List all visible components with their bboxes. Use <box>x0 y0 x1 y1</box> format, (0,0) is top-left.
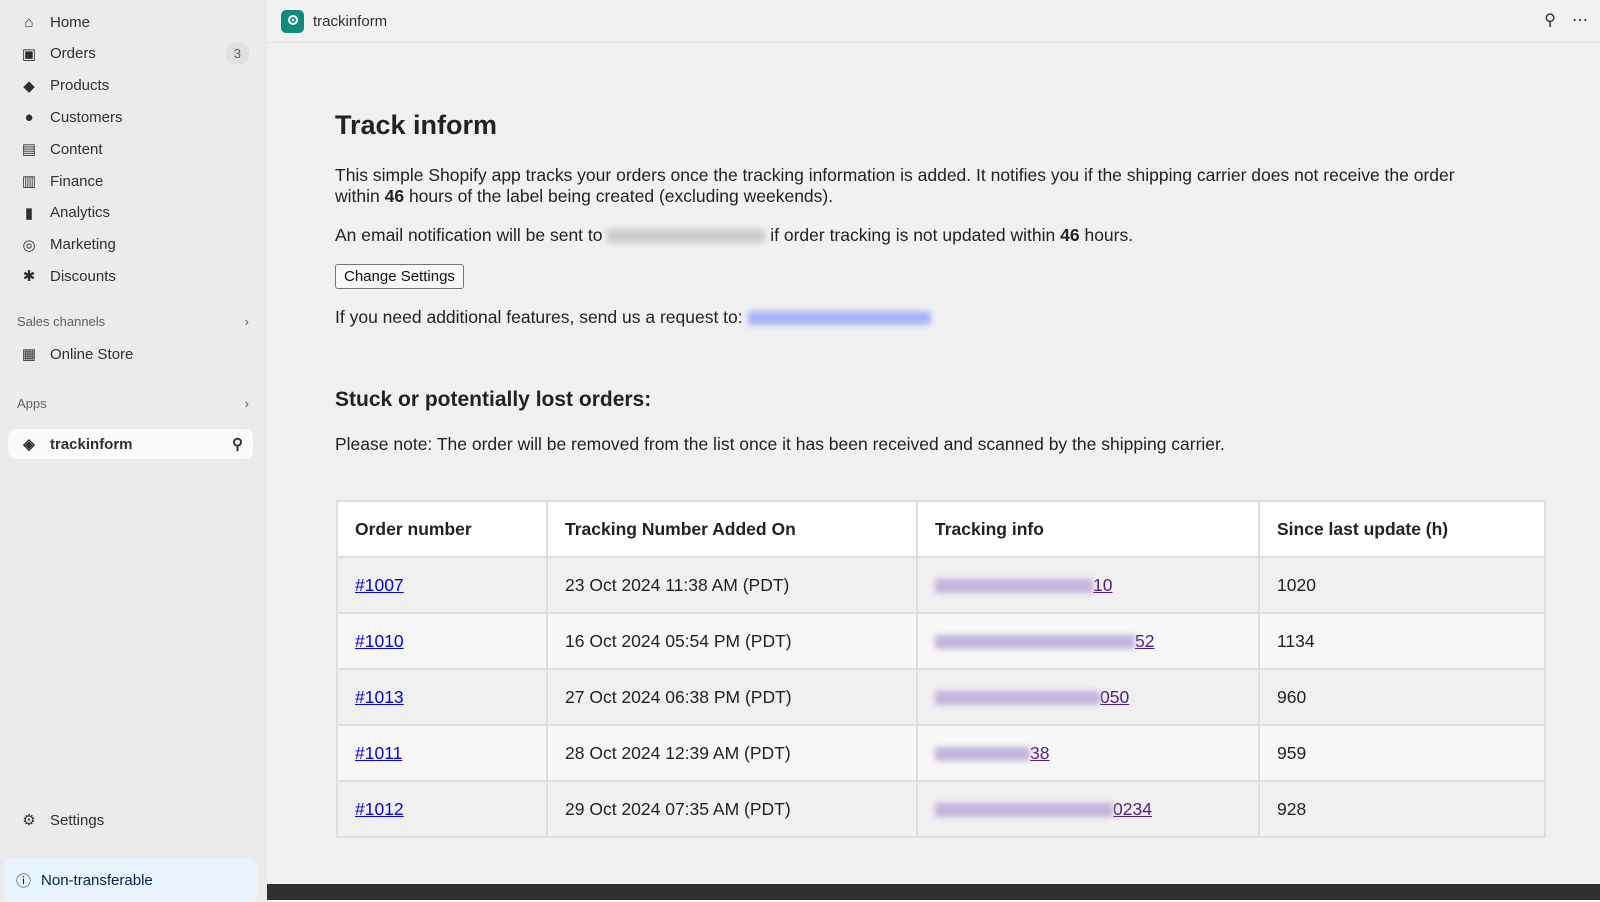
table-row: #1010 16 Oct 2024 05:54 PM (PDT) 52 1134 <box>336 612 1546 670</box>
order-link[interactable]: #1007 <box>355 574 404 595</box>
stuck-orders-title: Stuck or potentially lost orders: <box>335 388 652 411</box>
tracking-link[interactable]: 10 <box>935 575 1112 595</box>
column-header: Order number <box>336 500 548 558</box>
redacted-support-email-link[interactable] <box>747 311 931 326</box>
sidebar-item-online-store[interactable]: ▦ Online Store <box>21 345 134 364</box>
order-link[interactable]: #1011 <box>355 742 403 763</box>
tracking-link[interactable]: 52 <box>935 631 1154 651</box>
image-icon: ▤ <box>21 141 37 159</box>
column-header: Tracking Number Added On <box>546 500 918 558</box>
app-icon: ◈ <box>23 436 35 453</box>
home-icon: ⌂ <box>24 13 34 31</box>
sidebar-item-orders[interactable]: ▣ Orders 3 <box>8 39 253 69</box>
sidebar-item-analytics[interactable]: ▮ Analytics <box>8 198 253 228</box>
pin-icon[interactable]: ⚲ <box>1544 12 1556 29</box>
sidebar-item-customers[interactable]: ● Customers <box>8 102 253 132</box>
tag-icon: ◆ <box>23 77 35 95</box>
redacted-tracking-number <box>935 634 1135 649</box>
redacted-tracking-number <box>935 746 1030 761</box>
intro-text: This simple Shopify app tracks your orde… <box>335 165 1455 185</box>
added-on: 27 Oct 2024 06:38 PM (PDT) <box>546 668 918 726</box>
info-icon: ⓘ <box>16 872 32 890</box>
sidebar-item-finance[interactable]: ▥ Finance <box>21 172 104 191</box>
order-link[interactable]: #1012 <box>355 798 404 819</box>
added-on: 28 Oct 2024 12:39 AM (PDT) <box>546 724 918 782</box>
bar-chart-icon: ▮ <box>24 204 34 222</box>
since-last-update: 959 <box>1258 724 1546 782</box>
target-icon: ◎ <box>22 236 36 254</box>
column-header: Tracking info <box>916 500 1260 558</box>
redacted-tracking-number <box>935 690 1100 705</box>
sidebar-item-marketing[interactable]: ◎ Marketing <box>8 230 253 260</box>
store-icon: ▦ <box>21 346 37 363</box>
added-on: 23 Oct 2024 11:38 AM (PDT) <box>546 556 918 614</box>
order-link[interactable]: #1010 <box>355 630 404 651</box>
sidebar-item-trackinform[interactable]: ◈ trackinform ⚲ <box>8 429 253 459</box>
order-link[interactable]: #1013 <box>355 686 404 707</box>
since-last-update: 1020 <box>1258 556 1546 614</box>
chevron-right-icon: › <box>244 396 249 411</box>
since-last-update: 928 <box>1258 780 1546 838</box>
apps-header[interactable]: Apps › <box>17 396 249 411</box>
sidebar-item-settings[interactable]: ⚙ Settings <box>8 805 253 835</box>
orders-count-badge: 3 <box>225 43 249 65</box>
sidebar: ⌂ Home ▣ Orders 3 ◆ Products ● Customers ▤ Content… <box>0 0 267 902</box>
sidebar-item-discounts[interactable]: ✱ Discounts <box>8 261 253 291</box>
pin-icon[interactable]: ⚲ <box>232 436 243 453</box>
non-transferable-banner[interactable]: ⓘ Non-transferable <box>4 858 258 902</box>
app-header: trackinform ⚲ ⋯ <box>267 0 1600 43</box>
more-icon[interactable]: ⋯ <box>1572 12 1588 29</box>
bank-icon: ▥ <box>21 173 37 190</box>
sales-channels-header[interactable]: Sales channels › <box>17 314 249 329</box>
app-logo-icon <box>281 9 304 33</box>
orders-table: Order number Tracking Number Added On Tr… <box>336 500 1546 838</box>
column-header: Since last update (h) <box>1258 500 1546 558</box>
redacted-tracking-number <box>935 802 1113 817</box>
tracking-link[interactable]: 050 <box>935 687 1129 707</box>
app-title: trackinform <box>313 12 388 30</box>
tracking-link[interactable]: 38 <box>935 743 1049 763</box>
added-on: 16 Oct 2024 05:54 PM (PDT) <box>546 612 918 670</box>
change-settings-button[interactable]: Change Settings <box>335 264 464 289</box>
table-row: #1011 28 Oct 2024 12:39 AM (PDT) 38 959 <box>336 724 1546 782</box>
email-notice: An email notification will be sent to if… <box>335 225 1134 245</box>
gear-icon: ⚙ <box>22 812 36 829</box>
since-last-update: 960 <box>1258 668 1546 726</box>
inbox-icon: ▣ <box>21 45 37 63</box>
request-text: If you need additional features, send us… <box>335 307 931 328</box>
bottom-bar <box>267 884 1600 900</box>
person-icon: ● <box>24 108 34 126</box>
sidebar-item-content[interactable]: ▤ Content <box>21 140 103 159</box>
sidebar-item-home[interactable]: ⌂ Home <box>8 7 253 37</box>
since-last-update: 1134 <box>1258 612 1546 670</box>
table-row: #1007 23 Oct 2024 11:38 AM (PDT) 10 1020 <box>336 556 1546 614</box>
page-title: Track inform <box>335 110 498 140</box>
table-row: #1013 27 Oct 2024 06:38 PM (PDT) 050 960 <box>336 668 1546 726</box>
sidebar-item-products[interactable]: ◆ Products <box>8 71 253 101</box>
redacted-tracking-number <box>935 578 1093 593</box>
discount-icon: ✱ <box>22 268 36 286</box>
intro-text-2: within 46 hours of the label being creat… <box>335 186 834 206</box>
table-row: #1012 29 Oct 2024 07:35 AM (PDT) 0234 92… <box>336 780 1546 838</box>
added-on: 29 Oct 2024 07:35 AM (PDT) <box>546 780 918 838</box>
tracking-link[interactable]: 0234 <box>935 799 1152 819</box>
chevron-right-icon: › <box>244 314 249 329</box>
redacted-email <box>607 229 766 244</box>
note-text: Please note: The order will be removed f… <box>335 434 1225 454</box>
